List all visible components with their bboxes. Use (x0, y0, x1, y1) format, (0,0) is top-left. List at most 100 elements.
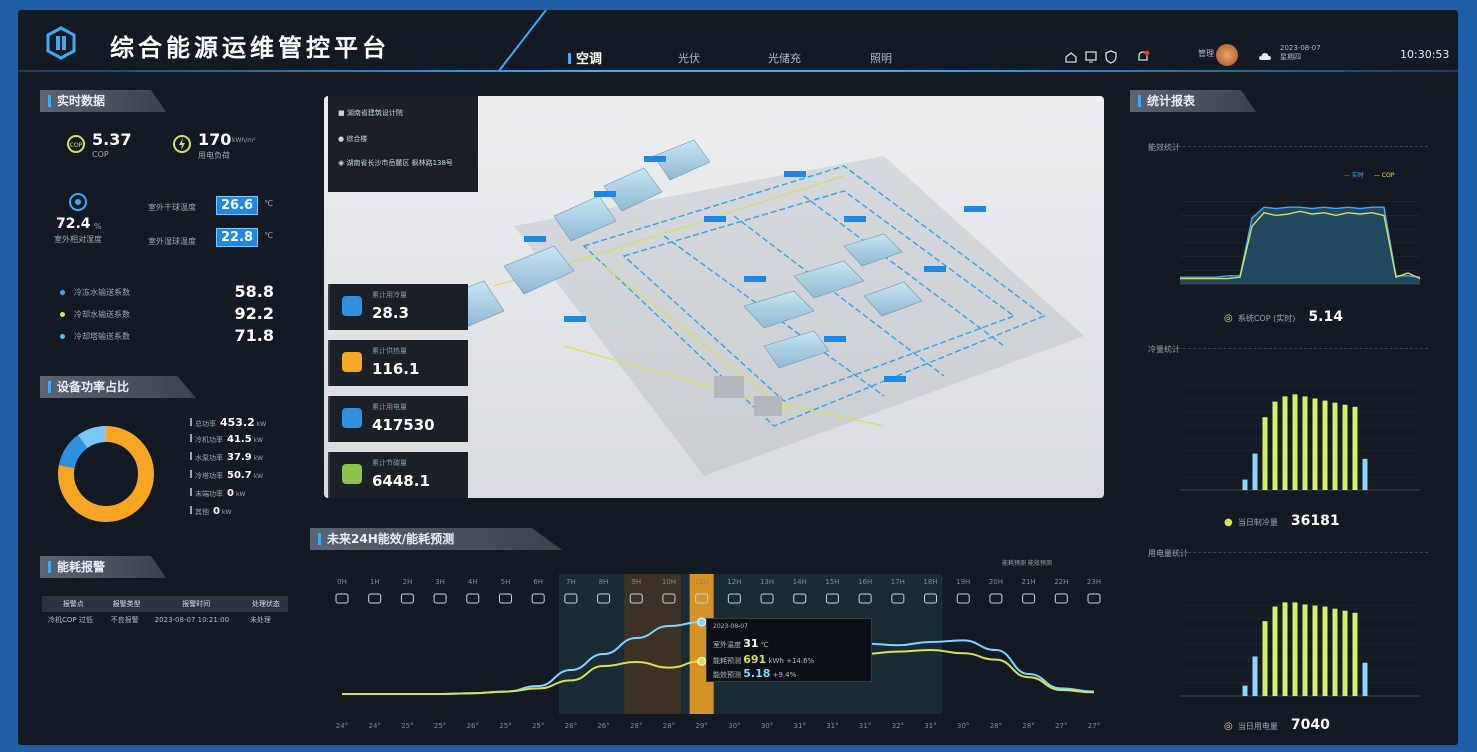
legend-dot (60, 334, 65, 339)
cloud-icon (1259, 53, 1271, 60)
bar (1332, 402, 1338, 490)
weather-icon (891, 593, 905, 604)
leaf-icon (342, 464, 362, 484)
shield-icon[interactable] (1104, 50, 1118, 64)
hour-label: 18H (923, 578, 937, 586)
tooltip-value: 5.18 (743, 667, 771, 680)
person-icon: ● (338, 135, 345, 143)
tab-pv[interactable]: 光伏 (678, 52, 700, 65)
cell: 不良报警 (110, 616, 139, 624)
cop-series-line (1180, 206, 1421, 278)
weather-icon (368, 593, 382, 604)
temp-label: 31° (924, 722, 936, 730)
power-item-marker (190, 418, 192, 426)
kpi-value: 417530 (372, 416, 435, 434)
alarm-table: 报警点 报警类型 报警时间 处理状态 冷机COP 过低 不良报警 2023-08… (42, 596, 288, 628)
kpi-card-heating: 累计供热量 116.1 (328, 340, 468, 386)
section-stats: 统计报表 (1130, 90, 1256, 112)
tooltip-value: 691 (743, 653, 767, 666)
col-header: 处理状态 (243, 596, 288, 612)
power-item: 总功率 453.2 kW (190, 416, 300, 434)
bell-icon[interactable] (1136, 50, 1150, 64)
bar (1322, 400, 1328, 490)
weather-icon (1054, 593, 1068, 604)
cop-summary-value: 5.14 (1308, 309, 1343, 325)
energy-label: 用电负荷 (198, 151, 230, 160)
cold-summary-label: 当日制冷量 (1237, 518, 1278, 527)
cop-icon: COP (67, 135, 85, 153)
cold-summary: ● 当日制冷量 36181 (1224, 510, 1340, 529)
table-header-row: 报警点 报警类型 报警时间 处理状态 (42, 596, 288, 612)
power-item-label: 其他 (195, 508, 209, 516)
weather-icon (400, 593, 414, 604)
temp-label: 25° (434, 722, 446, 730)
cell: 2023-08-07 10:21:00 (154, 616, 230, 624)
building-icon: ■ (338, 109, 345, 117)
hour-label: 1H (370, 578, 380, 586)
power-item-unit: kW (256, 421, 267, 428)
temp-label: 26° (597, 722, 609, 730)
power-item-unit: kW (253, 473, 264, 480)
site-info-row: ◉ 湖南省长沙市岳麓区 枫林路138号 (338, 158, 468, 168)
hour-label: 7H (566, 578, 576, 586)
hour-label: 0H (337, 578, 347, 586)
forecast-cursor-point (697, 617, 707, 627)
load-value: 58.8 (234, 282, 274, 301)
power-item-unit: kW (221, 509, 232, 516)
bar (1262, 417, 1268, 490)
tab-aircon[interactable]: 空调 (568, 48, 602, 67)
power-summary-value: 7040 (1290, 717, 1330, 733)
temp-label: 28° (663, 722, 675, 730)
weather-icon (466, 593, 480, 604)
header-divider (18, 70, 1458, 72)
header: 综合能源运维管控平台 空调 光伏 光储充 照明 管理 2023-08-07 星期… (18, 10, 1458, 74)
humidity-label: 室外相对湿度 (54, 235, 102, 244)
temp-label: 24° (336, 722, 348, 730)
home-icon[interactable] (1064, 50, 1078, 64)
hour-label: 21H (1022, 578, 1036, 586)
legend-label: COP (1381, 172, 1395, 179)
table-row[interactable]: 冷机COP 过低 不良报警 2023-08-07 10:21:00 未处理 (42, 612, 288, 628)
tab-pv-storage[interactable]: 光储充 (768, 52, 801, 65)
cop-value: 5.37 (92, 130, 132, 149)
temp-wet-value: 22.8 (216, 228, 259, 247)
tab-lighting[interactable]: 照明 (870, 52, 892, 65)
cold-bar-chart (1180, 385, 1420, 491)
power-item-label: 冷塔功率 (195, 472, 223, 480)
kpi-value: 28.3 (372, 304, 410, 322)
hour-label: 8H (599, 578, 609, 586)
avatar[interactable] (1216, 44, 1238, 66)
humidity-unit: % (94, 222, 102, 231)
bar (1242, 685, 1248, 696)
power-item-marker (190, 506, 192, 514)
load-item: 冷却水输送系数 92.2 (58, 304, 274, 326)
weather-icon (498, 593, 512, 604)
kpi-card-electricity: 累计用电量 417530 (328, 396, 468, 442)
chart-title-rule (1178, 552, 1428, 553)
cell: 冷机COP 过低 (48, 616, 93, 624)
page-title: 综合能源运维管控平台 (110, 34, 390, 62)
weather-icon (564, 593, 578, 604)
energy-icon (173, 135, 191, 153)
hour-label: 5H (501, 578, 511, 586)
power-item-marker (190, 470, 192, 478)
kpi-card-cooling: 累计用冷量 28.3 (328, 284, 468, 330)
monitor-icon[interactable] (1084, 50, 1098, 64)
bar (1362, 458, 1368, 490)
bar (1272, 401, 1278, 490)
hour-label: 23H (1087, 578, 1101, 586)
cop-chart-legend: — 实时 — COP (1344, 170, 1394, 179)
bolt-icon (342, 408, 362, 428)
donut-slice (77, 426, 107, 449)
site-info-box: ■ 湖南省建筑设计院 ● 综合楼 ◉ 湖南省长沙市岳麓区 枫林路138号 (328, 96, 478, 192)
power-item-value: 0 (213, 506, 220, 517)
user-name: 管理 (1198, 49, 1214, 58)
kpi-card-carbon: 累计节碳量 6448.1 (328, 452, 468, 498)
load-label: 冷却水输送系数 (74, 310, 130, 319)
energy-value: 170 (198, 130, 232, 149)
kpi-label: 累计用冷量 (372, 291, 407, 299)
hour-label: 17H (891, 578, 905, 586)
temp-label: 31° (826, 722, 838, 730)
power-list: 总功率 453.2 kW 冷机功率 41.5 kW 水泵功率 37.9 kW 冷塔功率 50.7 kW… (190, 416, 300, 524)
dashboard-frame: 综合能源运维管控平台 空调 光伏 光储充 照明 管理 2023-08-07 星期… (18, 10, 1458, 745)
